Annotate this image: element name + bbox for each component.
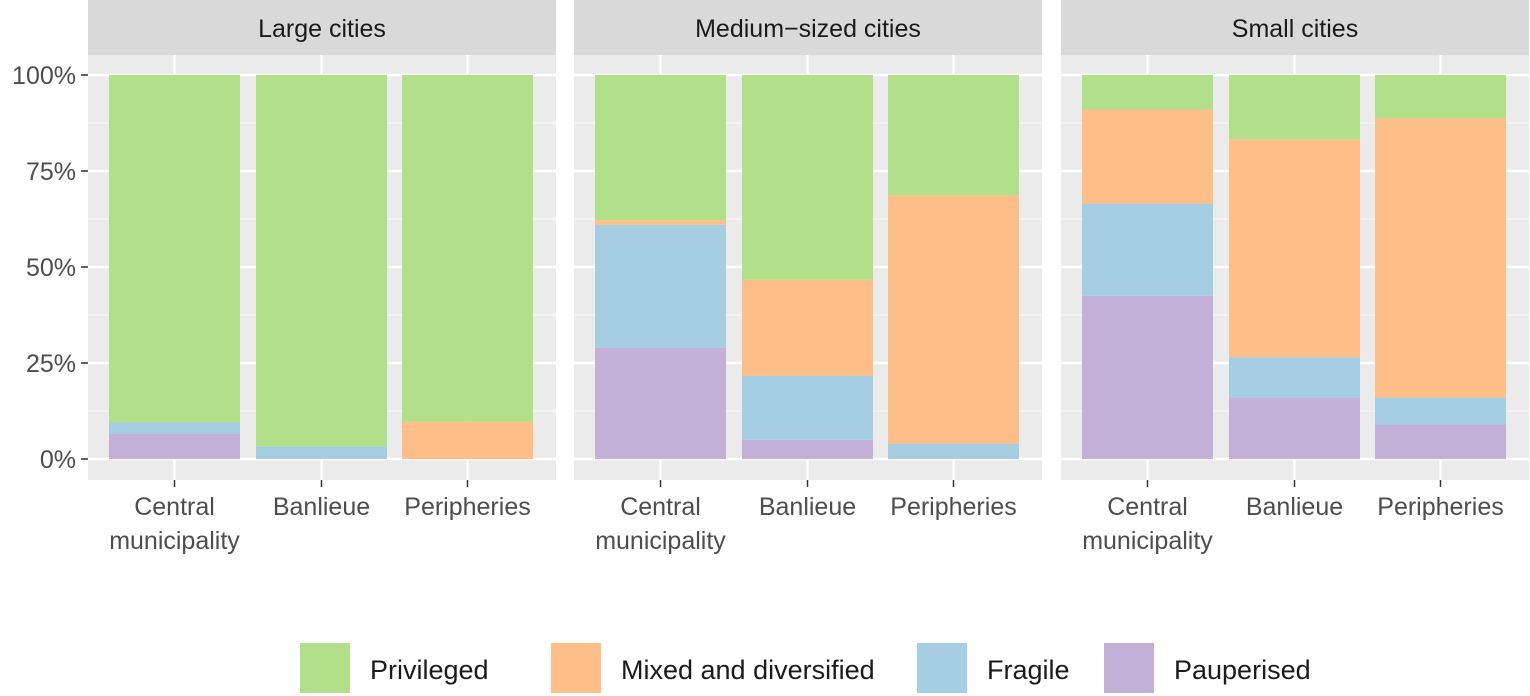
bar-segment-pauperised: [1375, 424, 1506, 459]
bar-segment-privileged: [1375, 75, 1506, 119]
bar-segment-privileged: [109, 75, 240, 423]
y-tick-label: 50%: [26, 254, 76, 282]
facet-title: Large cities: [258, 15, 386, 43]
legend-item: Mixed and diversified: [551, 643, 875, 693]
bar-segment-pauperised: [109, 434, 240, 459]
bar-segment-fragile: [1082, 203, 1213, 296]
bar-segment-privileged: [888, 75, 1019, 196]
bar-segment-mixed-and-diversified: [595, 220, 726, 225]
bar-segment-mixed-and-diversified: [1375, 118, 1506, 398]
bar-segment-fragile: [888, 443, 1019, 459]
bar-segment-fragile: [742, 375, 873, 440]
x-tick-label: Peripheries: [404, 493, 530, 521]
bar-segment-privileged: [595, 75, 726, 221]
bar-segment-fragile: [256, 446, 387, 459]
legend-swatch: [300, 643, 350, 693]
y-tick-label: 25%: [26, 350, 76, 378]
legend-item: Fragile: [917, 643, 1070, 693]
bar-segment-fragile: [109, 422, 240, 435]
facet-strip: [574, 0, 1042, 55]
legend-item: Privileged: [300, 643, 489, 693]
x-tick-label: Peripheries: [890, 493, 1016, 521]
x-tick-label: Central: [134, 493, 215, 521]
y-axis: 0% 25% 50% 75% 100%: [12, 62, 88, 474]
legend-label: Privileged: [370, 655, 489, 685]
x-tick-label: municipality: [1082, 527, 1213, 555]
legend-swatch: [551, 643, 601, 693]
x-tick-label: municipality: [109, 527, 240, 555]
facet-title: Small cities: [1232, 15, 1358, 43]
bar-segment-pauperised: [1082, 295, 1213, 459]
bar-segment-fragile: [1229, 357, 1360, 398]
x-tick-label: Banlieue: [759, 493, 856, 521]
bar-segment-mixed-and-diversified: [1082, 109, 1213, 204]
facet-title: Medium−sized cities: [695, 15, 921, 43]
legend-label: Fragile: [987, 655, 1070, 685]
bar-segment-privileged: [402, 75, 533, 422]
bar-segment-pauperised: [1229, 397, 1360, 459]
facet-strip: [1061, 0, 1529, 55]
legend-item: Pauperised: [1104, 643, 1311, 693]
bar-segment-mixed-and-diversified: [742, 279, 873, 376]
bar-segment-pauperised: [595, 347, 726, 459]
bar-segment-privileged: [256, 75, 387, 447]
bar-segment-privileged: [742, 75, 873, 280]
y-tick-label: 0%: [40, 446, 76, 474]
x-tick-label: Peripheries: [1377, 493, 1503, 521]
legend-swatch: [1104, 643, 1154, 693]
bar-segment-pauperised: [742, 439, 873, 459]
x-tick-label: Banlieue: [273, 493, 370, 521]
bar-segment-mixed-and-diversified: [888, 195, 1019, 444]
x-tick-label: Central: [1107, 493, 1188, 521]
facet-panel: Small cities Central municipality Banlieue P…: [1061, 0, 1529, 555]
y-tick-label: 100%: [12, 62, 76, 90]
facet-panels: Large cities Central municipality Banlieue P…: [88, 0, 1529, 555]
bar-segment-fragile: [595, 224, 726, 348]
legend-label: Mixed and diversified: [621, 655, 875, 685]
legend-label: Pauperised: [1174, 655, 1311, 685]
bar-segment-fragile: [1375, 397, 1506, 425]
y-tick-label: 75%: [26, 158, 76, 186]
bar-segment-privileged: [1229, 75, 1360, 140]
legend: Privileged Mixed and diversified Fragile Pa…: [300, 643, 1311, 693]
x-tick-label: Central: [620, 493, 701, 521]
facet-panel: Large cities Central municipality Banlieue P…: [88, 0, 556, 555]
facet-panel: Medium−sized cities Central municipality Ba…: [574, 0, 1042, 555]
bar-segment-privileged: [1082, 75, 1213, 110]
bar-segment-mixed-and-diversified: [1229, 139, 1360, 358]
x-tick-label: municipality: [595, 527, 726, 555]
x-tick-label: Banlieue: [1246, 493, 1343, 521]
legend-swatch: [917, 643, 967, 693]
facet-strip: [88, 0, 556, 55]
bar-segment-mixed-and-diversified: [402, 421, 533, 459]
